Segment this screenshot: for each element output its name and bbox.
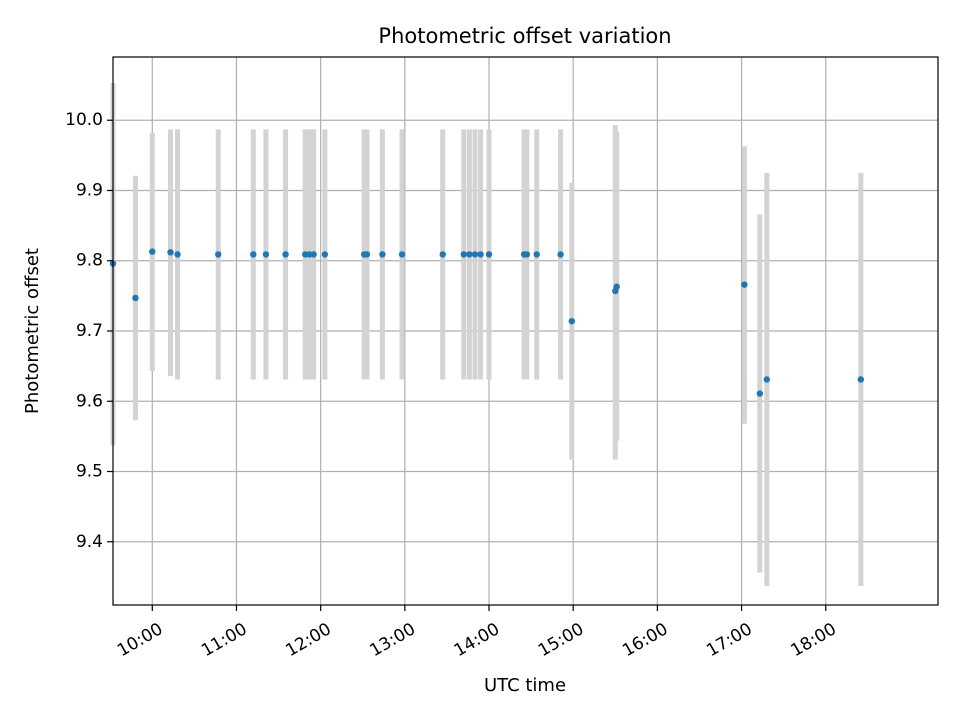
data-point	[613, 283, 620, 290]
data-point	[857, 376, 865, 383]
data-point	[167, 249, 174, 256]
y-tick-label: 9.7	[76, 321, 103, 341]
data-point	[439, 251, 446, 258]
y-tick-label: 9.4	[76, 532, 103, 552]
data-point	[174, 251, 181, 258]
x-axis-label: UTC time	[484, 675, 566, 696]
data-point	[568, 317, 576, 325]
y-axis-ticks: 9.4 9.5 9.6 9.7 9.8 9.9 10.0	[65, 110, 113, 552]
data-point	[523, 251, 531, 258]
data-point	[379, 251, 386, 258]
data-point	[477, 251, 484, 258]
y-tick-label: 9.5	[76, 462, 103, 482]
data-point	[557, 251, 564, 258]
data-point	[215, 251, 222, 258]
data-points	[109, 248, 865, 397]
data-point	[250, 251, 257, 258]
data-point	[471, 251, 479, 258]
data-point	[460, 251, 467, 258]
data-point	[533, 251, 540, 258]
data-point	[321, 251, 329, 258]
y-tick-label: 10.0	[65, 110, 103, 130]
data-point	[741, 281, 748, 288]
y-tick-label: 9.9	[76, 180, 103, 200]
data-point	[485, 251, 493, 258]
y-tick-label: 9.6	[76, 391, 103, 411]
data-point	[466, 251, 473, 258]
data-point	[756, 390, 764, 397]
chart-title: Photometric offset variation	[378, 24, 671, 48]
data-point	[363, 251, 371, 258]
data-point	[398, 251, 406, 258]
data-point	[310, 251, 317, 258]
y-tick-label: 9.8	[76, 251, 103, 271]
data-point	[763, 376, 771, 383]
data-point	[149, 248, 156, 255]
data-point	[282, 251, 289, 258]
data-point	[132, 294, 139, 302]
data-point	[262, 251, 270, 258]
y-axis-label: Photometric offset	[22, 248, 43, 414]
